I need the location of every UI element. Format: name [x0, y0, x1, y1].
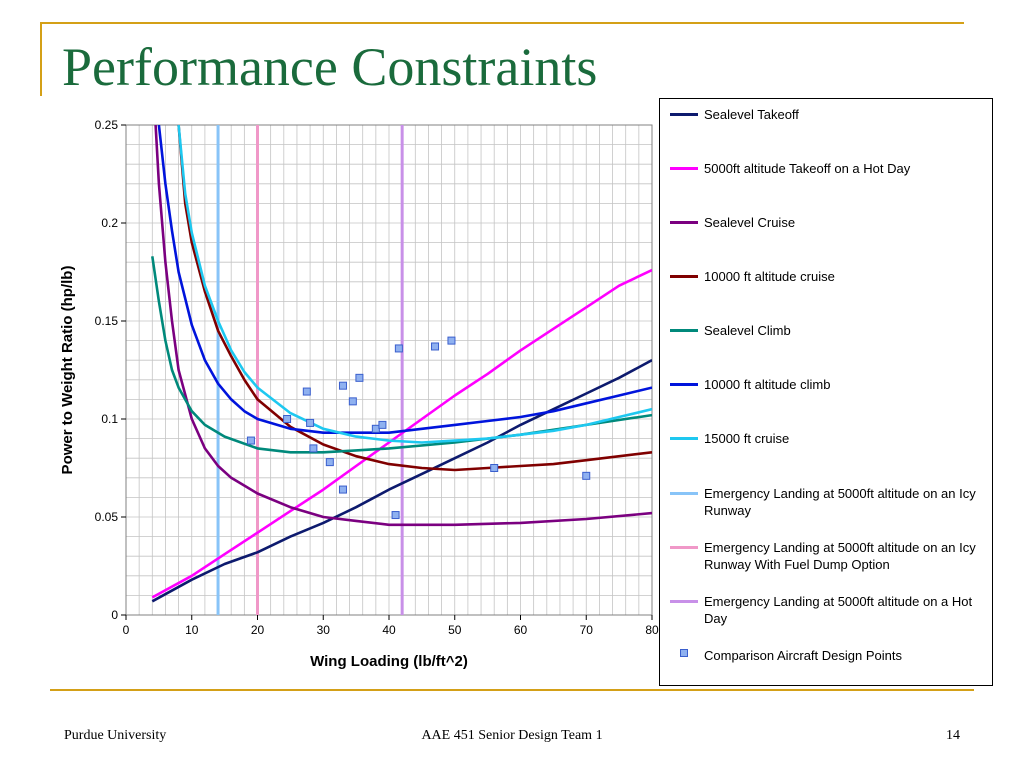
legend-swatch: [670, 383, 698, 386]
slide-number: 14: [946, 728, 960, 743]
design-point-marker: [283, 415, 292, 423]
x-tick-label: 50: [448, 623, 462, 637]
design-point-marker: [325, 458, 334, 467]
title-accent-rule-vertical: [40, 22, 42, 96]
x-tick-label: 60: [514, 623, 528, 637]
legend-swatch: [670, 437, 698, 440]
legend-label: Sealevel Takeoff: [704, 107, 799, 122]
x-tick-label: 40: [382, 623, 396, 637]
design-point-marker: [447, 336, 456, 345]
design-point-marker: [582, 471, 591, 480]
legend-label: Emergency Landing at 5000ft altitude on …: [704, 486, 976, 518]
legend-label: 10000 ft altitude cruise: [704, 269, 835, 284]
y-tick-label: 0.2: [101, 216, 118, 230]
design-point-marker: [490, 464, 499, 472]
legend-swatch: [670, 600, 698, 603]
legend-label: Emergency Landing at 5000ft altitude on …: [704, 540, 976, 572]
x-tick-label: 20: [251, 623, 265, 637]
legend-label: Sealevel Cruise: [704, 215, 796, 230]
footer-team-name: AAE 451 Senior Design Team 1: [421, 728, 603, 743]
legend-swatch: [670, 492, 698, 495]
series-line-sealevel-takeoff: [151, 359, 652, 603]
legend-swatch: [670, 275, 698, 278]
legend-marker: [680, 649, 688, 657]
y-tick-label: 0.15: [95, 314, 119, 328]
series-line-10000-ft-altitude-cruise: [177, 125, 652, 472]
footer-organization: Purdue University: [64, 728, 167, 743]
legend-swatch: [670, 113, 698, 116]
legend-swatch: [670, 167, 698, 170]
legend-label: 5000ft altitude Takeoff on a Hot Day: [704, 161, 911, 176]
y-tick-label: 0.25: [95, 118, 119, 132]
x-tick-label: 10: [185, 623, 199, 637]
legend-label: Emergency Landing at 5000ft altitude on …: [704, 594, 973, 626]
legend-swatch: [670, 329, 698, 332]
design-point-marker: [306, 418, 315, 427]
design-point-marker: [302, 387, 311, 396]
y-axis-label: Power to Weight Ratio (hp/lb): [59, 266, 76, 475]
legend-label: Sealevel Climb: [704, 323, 791, 338]
slide-title: Performance Constraints: [62, 37, 598, 97]
design-point-marker: [378, 420, 387, 429]
title-accent-rule-top: [40, 22, 964, 24]
design-point-marker: [355, 373, 364, 382]
legend-swatch: [670, 221, 698, 224]
design-point-marker: [348, 397, 357, 406]
grid: [125, 124, 653, 616]
x-tick-label: 80: [645, 623, 659, 637]
x-tick-label: 30: [317, 623, 331, 637]
series-line-15000-ft-cruise: [177, 125, 652, 444]
series-line-10000-ft-altitude-climb: [157, 125, 652, 434]
design-point-marker: [338, 381, 347, 390]
x-tick-label: 0: [123, 623, 130, 637]
chart-legend: Sealevel Takeoff 5000ft altitude Takeoff …: [659, 98, 993, 686]
y-tick-label: 0.1: [101, 412, 118, 426]
design-point-marker: [338, 485, 347, 494]
design-point-marker: [391, 511, 400, 520]
y-tick-label: 0: [111, 608, 118, 622]
design-point-marker: [371, 424, 380, 433]
design-point-marker: [431, 342, 440, 351]
y-tick-label: 0.05: [95, 510, 119, 524]
legend-swatch: [670, 546, 698, 549]
x-tick-label: 70: [580, 623, 594, 637]
design-point-marker: [309, 444, 318, 453]
series-line-sealevel-cruise: [154, 125, 652, 527]
legend-label: 10000 ft altitude climb: [704, 377, 831, 392]
design-point-marker: [246, 436, 255, 445]
legend-label: 15000 ft cruise: [704, 431, 790, 446]
footer-accent-rule: [50, 689, 974, 691]
legend-label: Comparison Aircraft Design Points: [704, 648, 902, 663]
design-point-marker: [394, 344, 403, 353]
x-axis-label: Wing Loading (lb/ft^2): [310, 653, 468, 670]
